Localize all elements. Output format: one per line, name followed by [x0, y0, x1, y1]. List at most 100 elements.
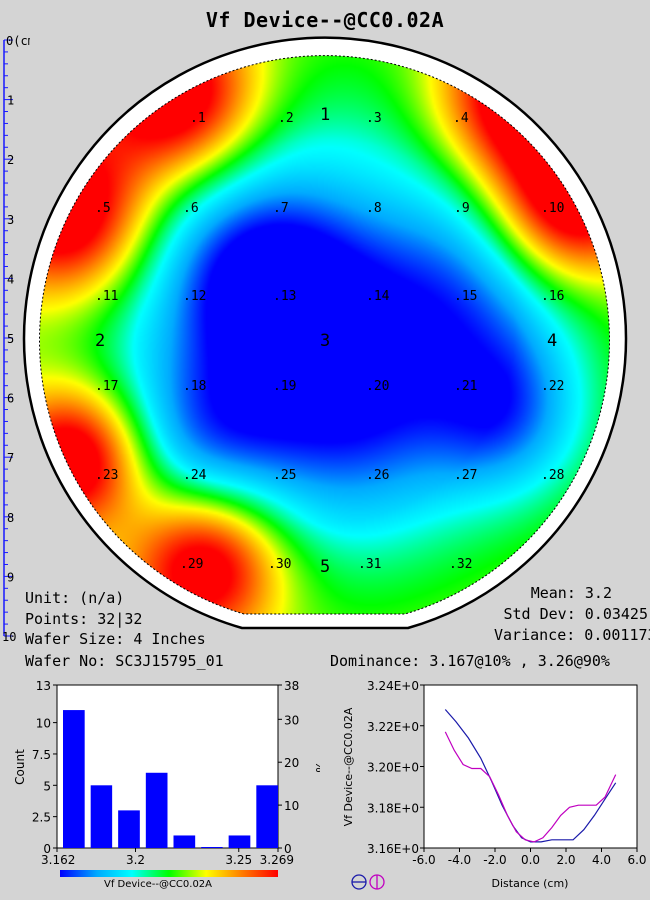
histogram-y-right-tick: 10 — [284, 799, 299, 813]
histogram-x-label: Vf Device--@CC0.02A — [104, 879, 212, 890]
unit-text: Unit: (n/a) — [25, 589, 125, 607]
histogram-y-tick: 0 — [43, 842, 51, 856]
wafer-point-label: .10 — [541, 201, 564, 216]
wafer-point-label: .31 — [358, 557, 381, 572]
zone-label: 4 — [547, 331, 557, 351]
points-text: Points: 32|32 — [25, 610, 143, 628]
line-plot-area — [423, 684, 638, 849]
wafer-no-text: Wafer No: SC3J15795_01 — [25, 652, 224, 670]
ruler-tick-label: 9 — [7, 570, 14, 584]
ruler-tick-label: 7 — [7, 451, 14, 465]
wafer-point-label: .4 — [453, 111, 469, 126]
line-x-label: Distance (cm) — [492, 877, 569, 890]
line-y-tick: 3.24E+0 — [367, 679, 419, 693]
wafer-size-text: Wafer Size: 4 Inches — [25, 630, 206, 648]
histogram-y-right-tick: 30 — [284, 713, 299, 727]
line-x-tick: -4.0 — [448, 853, 471, 867]
wafer-point-label: .11 — [95, 289, 118, 304]
wafer-point-label: .5 — [95, 201, 111, 216]
wafer-point-label: .13 — [273, 289, 296, 304]
histogram-bar — [63, 710, 85, 848]
wafer-point-label: .15 — [454, 289, 477, 304]
line-y-tick: 3.18E+0 — [367, 801, 419, 815]
line-y-tick: 3.22E+0 — [367, 720, 419, 734]
line-x-tick: 6.0 — [627, 853, 646, 867]
zone-label: 3 — [320, 331, 330, 351]
histogram-y-tick: 5 — [43, 779, 51, 793]
wafer-point-label: .7 — [273, 201, 289, 216]
ruler-tick-label: 5 — [7, 332, 14, 346]
histogram-y-right-label: % — [313, 761, 320, 772]
wafer-map: .1 .2 .3 .4 .5 .6 .7 .8 .9 .10 .11 .12 .13 .14 .15 .16.… — [22, 36, 628, 630]
wafer-point-label: .2 — [278, 111, 294, 126]
line-x-tick: 4.0 — [592, 853, 611, 867]
line-profile-chart: 3.16E+03.18E+03.20E+03.22E+03.24E+0-6.0-… — [342, 679, 647, 890]
ruler-tick-label: 2 — [7, 153, 14, 167]
wafer-point-label: .19 — [273, 379, 296, 394]
histogram-y-tick: 10 — [36, 717, 51, 731]
wafer-point-label: .9 — [454, 201, 470, 216]
line-x-tick: 0.0 — [521, 853, 540, 867]
wafer-point-label: .8 — [366, 201, 382, 216]
histogram-y-tick: 2.5 — [32, 811, 51, 825]
vertical-ruler: 0(cm) 1 2 3 4 5 6 7 8 9 10 — [2, 34, 30, 644]
wafer-heatmap — [40, 55, 610, 614]
histogram-x-tick: 3.269 — [260, 853, 294, 867]
line-y-tick: 3.20E+0 — [367, 761, 419, 775]
direction-toggle-icon[interactable] — [351, 874, 385, 890]
wafer-point-label: .18 — [183, 379, 206, 394]
line-x-tick: -2.0 — [483, 853, 506, 867]
wafer-point-label: .1 — [190, 111, 206, 126]
ruler-tick-label: 8 — [7, 511, 14, 525]
wafer-point-label: .14 — [366, 289, 390, 304]
histogram-x-tick: 3.2 — [126, 853, 145, 867]
zone-label: 2 — [95, 331, 105, 351]
std-dev-text: Std Dev: 0.03425 — [503, 605, 649, 623]
histogram-bar — [256, 785, 278, 848]
histogram-y-right-tick: 38 — [284, 679, 299, 693]
histogram-bar — [90, 785, 113, 848]
ruler-tick-label: 4 — [7, 272, 14, 286]
wafer-point-label: .28 — [541, 468, 564, 483]
ruler-tick-label: 6 — [7, 392, 14, 406]
mean-text: Mean: 3.2 — [530, 584, 612, 602]
wafer-point-label: .30 — [268, 557, 291, 572]
histogram-bar — [201, 847, 223, 848]
line-series-1 — [444, 709, 617, 843]
color-scale-bar — [60, 870, 278, 877]
histogram-y-tick: 7.5 — [32, 748, 51, 762]
wafer-point-label: .3 — [366, 111, 382, 126]
wafer-point-label: .20 — [366, 379, 389, 394]
line-y-tick: 3.16E+0 — [367, 842, 419, 856]
page-title: Vf Device--@CC0.02A — [205, 8, 445, 32]
variance-text: Variance: 0.001173 — [494, 626, 650, 644]
wafer-point-label: .27 — [454, 468, 477, 483]
histogram-bar — [228, 835, 251, 848]
histogram-bar — [173, 835, 196, 848]
line-series-2 — [444, 731, 617, 843]
line-x-tick: 2.0 — [556, 853, 575, 867]
wafer-point-label: .23 — [95, 468, 118, 483]
dominance-text: Dominance: 3.167@10% , 3.26@90% — [330, 652, 610, 670]
wafer-point-label: .25 — [273, 468, 296, 483]
histogram-x-tick: 3.25 — [225, 853, 252, 867]
wafer-point-label: .22 — [541, 379, 564, 394]
histogram-chart: 0 2.5 5 7.5 10 13 0 10 20 30 38 3.162 3.2 3.25 3.269 Co… — [13, 679, 320, 890]
ruler-tick-label: 10 — [2, 630, 16, 644]
ruler-tick-label: 3 — [7, 213, 14, 227]
histogram-y-tick: 13 — [36, 679, 51, 693]
histogram-y-label: Count — [13, 749, 27, 785]
histogram-bar — [118, 810, 140, 848]
wafer-point-label: .17 — [95, 379, 118, 394]
wafer-point-label: .26 — [366, 468, 389, 483]
wafer-point-label: .24 — [183, 468, 207, 483]
wafer-point-label: .29 — [180, 557, 203, 572]
ruler-tick-label: 1 — [7, 94, 14, 108]
histogram-bar — [145, 772, 168, 848]
wafer-point-label: .6 — [183, 201, 199, 216]
histogram-y-right-tick: 0 — [284, 842, 292, 856]
wafer-point-label: .12 — [183, 289, 206, 304]
zone-label: 5 — [320, 557, 330, 577]
wafer-point-label: .21 — [454, 379, 477, 394]
histogram-y-right-tick: 20 — [284, 756, 299, 770]
